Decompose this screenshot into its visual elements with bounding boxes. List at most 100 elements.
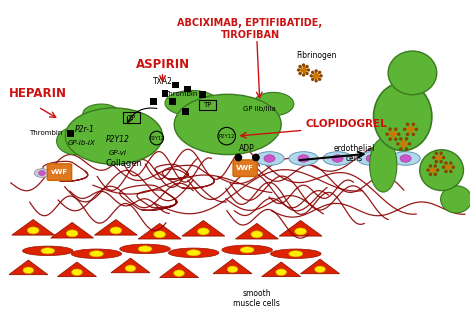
Bar [182, 108, 189, 115]
Polygon shape [182, 220, 225, 236]
Ellipse shape [366, 155, 377, 162]
Ellipse shape [357, 152, 386, 165]
Text: GP IIb/IIIa: GP IIb/IIIa [244, 106, 276, 112]
Text: ABCIXIMAB, EPTIFIBATIDE,
TIROFIBAN: ABCIXIMAB, EPTIFIBATIDE, TIROFIBAN [177, 17, 323, 40]
Ellipse shape [315, 266, 326, 273]
Ellipse shape [240, 247, 254, 253]
Ellipse shape [83, 104, 120, 123]
Circle shape [428, 173, 432, 176]
Polygon shape [94, 220, 137, 235]
Circle shape [408, 142, 411, 146]
Circle shape [434, 164, 437, 168]
Circle shape [311, 78, 314, 81]
Circle shape [388, 128, 392, 131]
FancyBboxPatch shape [233, 160, 257, 176]
Polygon shape [301, 259, 339, 274]
Circle shape [396, 142, 400, 146]
Polygon shape [111, 258, 150, 273]
Circle shape [397, 132, 401, 136]
Circle shape [319, 74, 323, 77]
Polygon shape [9, 260, 48, 275]
Polygon shape [160, 263, 199, 278]
Text: TP: TP [127, 115, 136, 121]
Ellipse shape [251, 231, 263, 238]
Circle shape [439, 151, 443, 155]
Ellipse shape [264, 155, 275, 162]
Circle shape [399, 147, 402, 151]
Ellipse shape [72, 269, 82, 276]
Circle shape [315, 69, 318, 72]
Circle shape [442, 156, 445, 159]
Ellipse shape [271, 249, 321, 258]
Ellipse shape [154, 231, 165, 238]
Circle shape [385, 132, 389, 136]
Circle shape [307, 68, 310, 72]
Ellipse shape [391, 152, 420, 165]
Circle shape [302, 63, 305, 67]
Circle shape [432, 156, 436, 159]
Bar [200, 91, 206, 98]
Circle shape [403, 128, 406, 131]
Circle shape [434, 173, 437, 176]
Ellipse shape [419, 150, 464, 191]
Ellipse shape [71, 249, 122, 258]
Ellipse shape [388, 51, 437, 95]
Text: TXA2: TXA2 [153, 77, 173, 86]
Text: ADP: ADP [239, 144, 255, 153]
Circle shape [297, 68, 300, 72]
Circle shape [311, 71, 314, 74]
Circle shape [405, 137, 408, 141]
Ellipse shape [400, 155, 411, 162]
Ellipse shape [23, 267, 34, 274]
Ellipse shape [120, 244, 170, 254]
Text: GP-Ib-IX: GP-Ib-IX [68, 140, 96, 146]
Text: ASPIRIN: ASPIRIN [136, 58, 190, 71]
Circle shape [436, 168, 439, 172]
Ellipse shape [370, 138, 397, 192]
Polygon shape [12, 220, 55, 235]
Ellipse shape [110, 227, 122, 234]
Circle shape [399, 137, 402, 141]
Bar [172, 82, 179, 88]
Text: Thrombin: Thrombin [29, 130, 63, 136]
Circle shape [394, 128, 398, 131]
Circle shape [302, 73, 305, 77]
Text: HEPARIN: HEPARIN [9, 87, 67, 100]
Text: VWF: VWF [236, 165, 254, 171]
Ellipse shape [187, 250, 201, 256]
Ellipse shape [90, 251, 103, 257]
Text: Thrombin: Thrombin [164, 91, 198, 97]
Ellipse shape [253, 92, 294, 116]
Ellipse shape [27, 227, 39, 234]
Ellipse shape [165, 91, 219, 116]
Polygon shape [236, 223, 278, 239]
Ellipse shape [198, 228, 209, 235]
Circle shape [318, 78, 321, 81]
Ellipse shape [23, 246, 73, 256]
Text: vWF: vWF [51, 169, 68, 175]
Ellipse shape [174, 94, 281, 155]
Circle shape [388, 137, 392, 141]
Polygon shape [138, 223, 181, 239]
Text: Fibrinogen: Fibrinogen [297, 51, 337, 60]
Circle shape [444, 161, 448, 165]
Text: erdothelial
cells: erdothelial cells [333, 144, 375, 163]
Ellipse shape [374, 83, 432, 151]
Ellipse shape [298, 155, 309, 162]
FancyBboxPatch shape [47, 164, 72, 180]
Circle shape [298, 65, 301, 68]
Ellipse shape [65, 108, 163, 164]
Ellipse shape [289, 152, 318, 165]
Circle shape [435, 151, 438, 155]
Polygon shape [262, 262, 301, 276]
Text: smooth
muscle cells: smooth muscle cells [233, 289, 280, 308]
Text: P2Y12: P2Y12 [106, 135, 130, 144]
Ellipse shape [56, 128, 93, 155]
Circle shape [305, 72, 309, 75]
Circle shape [315, 79, 318, 82]
Circle shape [406, 132, 410, 136]
Circle shape [449, 161, 453, 165]
Ellipse shape [276, 269, 286, 276]
Circle shape [394, 137, 398, 141]
Circle shape [406, 123, 410, 126]
